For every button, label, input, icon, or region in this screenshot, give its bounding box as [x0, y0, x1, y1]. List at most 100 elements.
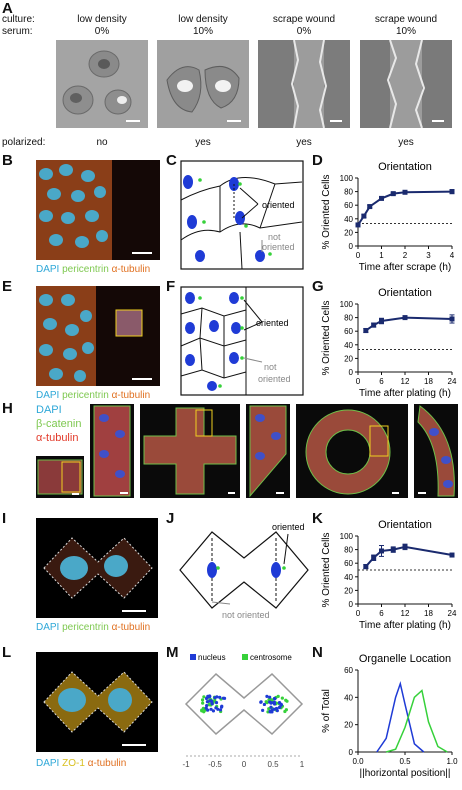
- chart-g-ytick-label: 40: [344, 341, 353, 350]
- panel-letter-e: E: [2, 278, 13, 295]
- chart-g-ytick-label: 60: [344, 327, 353, 336]
- m-scatter-dot: [272, 707, 276, 711]
- j-not-oriented-label: not oriented: [222, 610, 270, 620]
- chart-k-ytick-label: 60: [344, 559, 353, 568]
- legend-l: DAPI ZO-1 α-tubulin: [36, 758, 127, 769]
- chart-k-point: [371, 555, 377, 561]
- row-label-serum: serum:: [2, 26, 33, 37]
- legend-i: DAPI pericentrin α-tubulin: [36, 622, 151, 633]
- chart-k-ytick-label: 80: [344, 546, 353, 555]
- chart-g: Orientation 0 20 40 60 80 100 0 6 12 18 24 Time afte…: [321, 287, 457, 399]
- panel-letter-n: N: [312, 644, 323, 661]
- chart-k-series-line: [365, 545, 453, 568]
- m-scatter-dot: [202, 695, 206, 699]
- chart-g-xtick-label: 6: [379, 377, 384, 386]
- chart-n-xtick-label: 0.5: [399, 757, 411, 766]
- chart-g-xlabel: Time after plating (h): [359, 388, 451, 399]
- chart-k-xlabel: Time after plating (h): [359, 620, 451, 631]
- m-scatter-dot: [205, 704, 209, 708]
- chart-d-ytick-label: 20: [344, 228, 353, 237]
- panel-letter-l: L: [2, 644, 12, 661]
- chart-d-xtick-label: 4: [450, 251, 455, 260]
- micrograph-i: [36, 518, 158, 618]
- chart-g-xtick-label: 0: [356, 377, 361, 386]
- row-label-polarized: polarized:: [2, 137, 46, 148]
- chart-n-series-line: [385, 689, 448, 753]
- chart-n-ytick-label: 0: [349, 748, 354, 757]
- m-scatter-dot: [214, 706, 218, 710]
- m-scatter-dot: [218, 695, 222, 699]
- m-scatter-dot: [269, 705, 273, 709]
- chart-d-xtick-label: 0: [356, 251, 361, 260]
- chart-d-point: [449, 189, 455, 195]
- panel-letter-b: B: [2, 152, 13, 169]
- chart-d-ytick-label: 40: [344, 215, 353, 224]
- f-oriented2-label: oriented: [258, 374, 291, 384]
- m-scatter-dot: [284, 698, 288, 702]
- m-scatter-dot: [206, 708, 210, 712]
- micrograph-a1: [56, 40, 148, 128]
- svg-text:-0.5: -0.5: [208, 760, 222, 769]
- m-scatter-dot: [277, 705, 282, 710]
- chart-g-title: Orientation: [378, 287, 432, 299]
- m-scatter-dot: [221, 696, 225, 700]
- chart-k-xtick-label: 6: [379, 609, 384, 618]
- chart-d-point: [390, 191, 396, 197]
- m-scatter-dot: [268, 710, 272, 714]
- chart-n-title: Organelle Location: [359, 653, 451, 665]
- col4-culture: scrape wound: [374, 14, 438, 25]
- micrograph-b: [36, 160, 160, 260]
- panel-letter-m: M: [166, 644, 179, 661]
- chart-d-ytick-label: 0: [349, 242, 354, 251]
- micrograph-l: [36, 652, 158, 752]
- chart-k-xtick-label: 24: [448, 609, 457, 618]
- chart-g-point: [449, 316, 455, 322]
- chart-n-ylabel: % of Total: [321, 689, 332, 733]
- chart-k-point: [390, 547, 396, 553]
- chart-k-ytick-label: 20: [344, 586, 353, 595]
- col1-serum: 0%: [94, 26, 110, 37]
- chart-k-ytick-label: 0: [349, 600, 354, 609]
- chart-k-ytick-label: 40: [344, 573, 353, 582]
- chart-d-xlabel: Time after scrape (h): [359, 262, 451, 273]
- col4-polarized: yes: [398, 137, 414, 148]
- panel-letter-d: D: [312, 152, 323, 169]
- panel-letter-g: G: [312, 278, 324, 295]
- col2-culture: low density: [178, 14, 228, 25]
- m-scatter-dot: [280, 696, 284, 700]
- chart-k-xtick-label: 0: [356, 609, 361, 618]
- chart-g-point: [371, 322, 377, 328]
- schematic-j: oriented not oriented: [179, 522, 309, 620]
- micrograph-a2: [157, 40, 249, 128]
- chart-d-point: [367, 204, 373, 210]
- m-scatter-dot: [211, 709, 216, 713]
- chart-k-xtick-label: 18: [424, 609, 433, 618]
- m-scatter-dot: [279, 702, 283, 706]
- h-dapi: DAPI: [36, 404, 62, 416]
- chart-g-series-line: [365, 316, 453, 332]
- chart-g-point: [402, 315, 408, 321]
- chart-g-xtick-label: 18: [424, 377, 433, 386]
- m-centrosome-label: centrosome: [250, 653, 292, 662]
- f-not-label: not: [264, 362, 277, 372]
- chart-n: Organelle Location 0 20 40 60 0.0 0.5 1.0 ||hori…: [321, 653, 458, 779]
- svg-text:0: 0: [242, 760, 247, 769]
- col2-serum: 10%: [192, 26, 213, 37]
- svg-text:-1: -1: [182, 760, 190, 769]
- col3-serum: 0%: [296, 26, 312, 37]
- chart-g-ytick-label: 80: [344, 314, 353, 323]
- chart-n-ytick-label: 60: [344, 666, 353, 675]
- chart-g-ytick-label: 0: [349, 368, 354, 377]
- chart-k-point: [449, 552, 455, 558]
- schematic-c: oriented not oriented: [180, 160, 304, 270]
- panel-letter-k: K: [312, 510, 323, 527]
- panel-letter-j: J: [166, 510, 175, 527]
- col3-polarized: yes: [296, 137, 312, 148]
- chart-d-ytick-label: 80: [344, 188, 353, 197]
- chart-n-ytick-label: 40: [344, 693, 353, 702]
- chart-k-title: Orientation: [378, 519, 432, 531]
- legend-e: DAPI pericentrin α-tubulin: [36, 390, 151, 401]
- chart-d-point: [379, 195, 384, 201]
- panel-letter-c: C: [166, 152, 177, 169]
- svg-text:1: 1: [300, 760, 305, 769]
